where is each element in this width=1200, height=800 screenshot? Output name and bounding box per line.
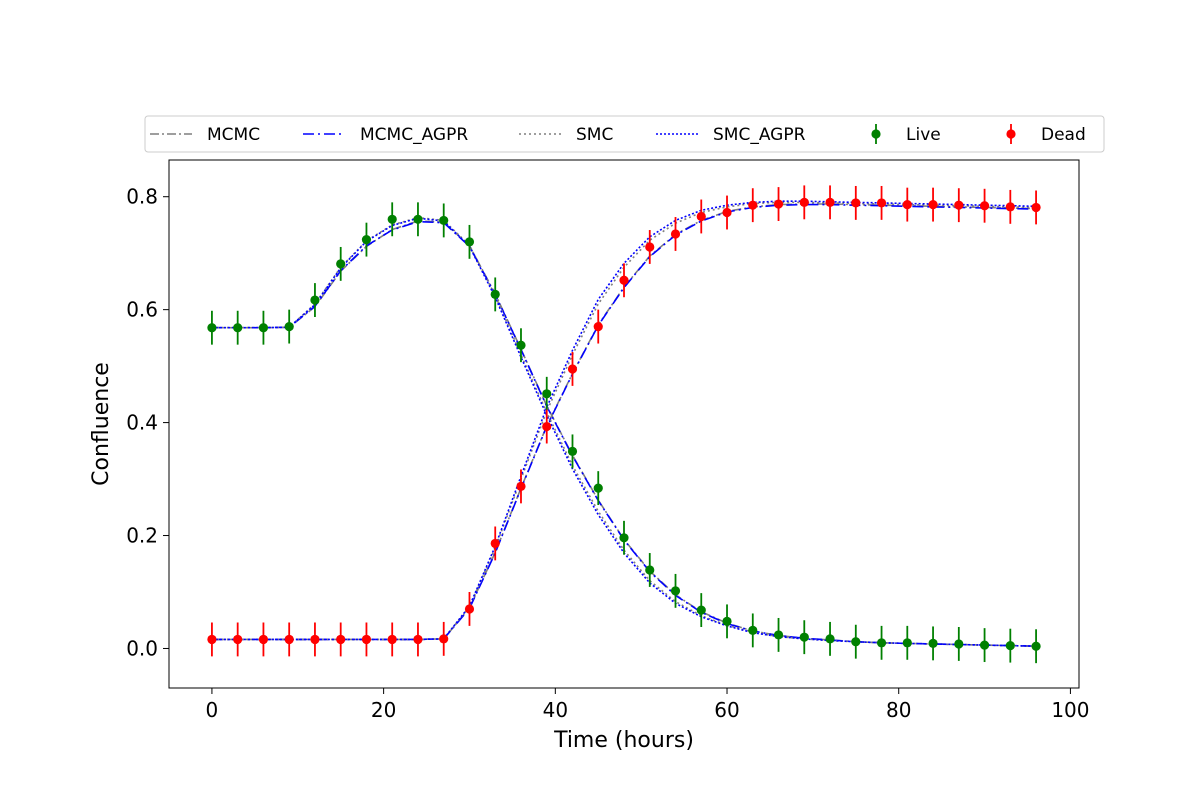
dead-data-point — [928, 200, 938, 210]
y-axis-ticks: 0.0 0.2 0.4 0.6 0.8 — [126, 185, 169, 660]
live-data-point — [619, 533, 629, 543]
dead-data-point — [825, 197, 835, 207]
dead-data-point — [336, 634, 346, 645]
dead-data-point — [413, 634, 423, 645]
dead-data-point — [851, 198, 861, 208]
fit-line-mcmc-live — [211, 220, 1037, 647]
dead-data-point — [954, 200, 964, 210]
fit-line-smc-dead — [211, 201, 1037, 641]
dead-data-point — [284, 634, 294, 645]
legend-box — [144, 115, 1105, 153]
fit-line-mcmc-agpr-dead — [211, 203, 1037, 641]
dead-data-point — [258, 634, 269, 645]
plot-frame — [168, 159, 1080, 689]
live-data-point — [233, 323, 243, 333]
live-data-point — [722, 616, 732, 626]
live-data-point — [593, 483, 603, 493]
dead-data-point — [670, 229, 681, 239]
live-data-point — [258, 323, 269, 333]
live-data-point — [516, 340, 526, 350]
dead-data-point — [310, 634, 320, 645]
x-tick-label: 80 — [886, 698, 911, 722]
legend-label-live: Live — [906, 125, 941, 145]
legend-handle-dead — [1006, 129, 1016, 139]
dead-data-point — [799, 197, 809, 207]
x-tick-label: 100 — [1051, 698, 1089, 722]
legend-label-smc: SMC — [576, 125, 613, 145]
live-data-point — [799, 632, 809, 642]
live-data-point — [773, 630, 784, 640]
live-data-point — [336, 259, 346, 269]
live-data-point — [490, 289, 500, 299]
live-data-point — [1031, 641, 1041, 651]
dead-data-point — [387, 634, 397, 645]
fit-line-smc-agpr-dead — [211, 200, 1037, 641]
x-tick-label: 40 — [543, 698, 568, 722]
live-data-point — [439, 215, 449, 226]
dead-data-point — [876, 198, 887, 208]
live-data-point — [670, 586, 681, 596]
live-data-point — [645, 565, 655, 575]
live-data-point — [851, 637, 861, 647]
x-axis-ticks: 0 20 40 60 80 100 — [206, 688, 1090, 722]
dead-data-point — [439, 634, 449, 644]
dead-data-point — [696, 211, 706, 222]
legend-label-smc-agpr: SMC_AGPR — [713, 125, 806, 145]
y-tick-label: 0.6 — [126, 298, 158, 322]
live-data-point — [928, 638, 938, 648]
legend-label-mcmc-agpr: MCMC_AGPR — [360, 125, 468, 145]
dead-data-point — [516, 481, 526, 491]
x-tick-label: 0 — [206, 698, 219, 722]
dead-data-point — [773, 199, 784, 209]
live-data-point — [696, 605, 706, 615]
dead-data-point — [902, 200, 912, 210]
x-tick-label: 20 — [371, 698, 396, 722]
live-data-point — [361, 235, 372, 245]
x-tick-label: 60 — [714, 698, 739, 722]
live-data-point — [825, 634, 835, 644]
legend-label-dead: Dead — [1041, 125, 1086, 145]
legend-handle-live — [871, 129, 881, 139]
dead-data-point — [748, 200, 758, 210]
dead-data-point — [464, 604, 475, 614]
legend: MCMC MCMC_AGPR SMC SMC_AGPR Live Dead — [144, 115, 1105, 153]
live-data-point — [310, 295, 320, 305]
dead-data-point — [542, 421, 552, 432]
live-data-point — [748, 625, 758, 636]
dead-data-point — [645, 242, 655, 252]
live-data-point — [979, 640, 990, 650]
dead-data-point — [490, 538, 500, 549]
y-tick-label: 0.4 — [126, 411, 158, 435]
dead-data-point — [722, 207, 732, 218]
y-axis-label: Confluence — [89, 362, 114, 486]
y-tick-label: 0.8 — [126, 185, 158, 209]
dead-data-point — [233, 634, 243, 645]
x-axis-label: Time (hours) — [553, 728, 694, 753]
y-tick-label: 0.0 — [126, 636, 158, 660]
dead-data-point — [619, 275, 629, 285]
live-data-point — [542, 389, 552, 399]
dead-data-point — [567, 364, 578, 374]
dead-data-point — [1005, 202, 1015, 212]
y-tick-label: 0.2 — [126, 524, 158, 548]
live-data-point — [207, 323, 217, 333]
dead-data-point — [1031, 202, 1041, 213]
dead-data-point — [593, 321, 603, 332]
live-data-point — [284, 321, 294, 332]
live-data-point — [902, 638, 912, 648]
live-data-point — [954, 639, 964, 649]
live-data-point — [876, 638, 887, 648]
data-points — [207, 185, 1041, 664]
legend-label-mcmc: MCMC — [207, 125, 260, 145]
live-data-point — [567, 446, 578, 456]
dead-data-point — [361, 634, 372, 645]
live-data-point — [413, 214, 423, 224]
dead-data-point — [207, 634, 217, 645]
live-data-point — [464, 237, 475, 247]
dead-data-point — [979, 201, 990, 211]
live-data-point — [387, 214, 397, 224]
live-data-point — [1005, 641, 1015, 651]
